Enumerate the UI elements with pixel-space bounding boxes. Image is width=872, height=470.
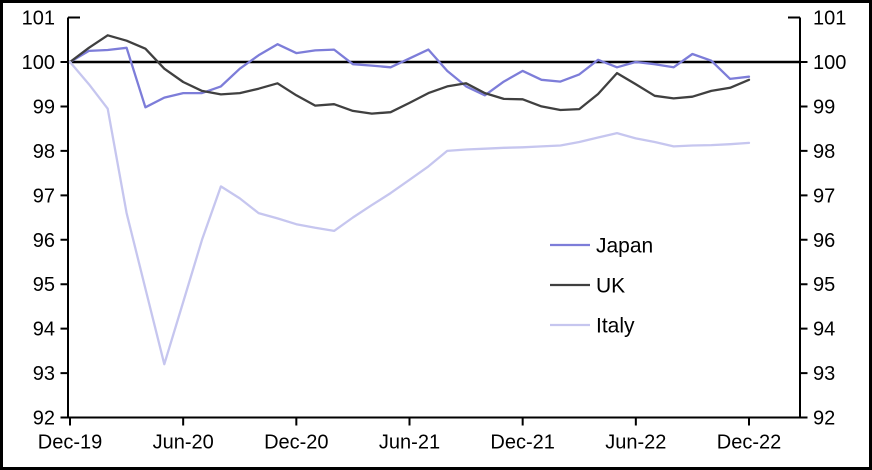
y-axis-label-right: 95 <box>813 274 835 296</box>
y-axis-label-right: 93 <box>813 363 835 385</box>
y-axis-label-right: 97 <box>813 185 835 207</box>
y-axis-label-left: 92 <box>33 408 55 430</box>
x-axis-label: Jun-21 <box>379 432 440 454</box>
y-axis-label-right: 92 <box>813 408 835 430</box>
y-axis-left <box>60 16 80 419</box>
y-axis-right <box>788 16 808 419</box>
y-axis-label-left: 99 <box>33 96 55 118</box>
x-axis-label: Dec-20 <box>264 432 328 454</box>
y-axis-label-left: 96 <box>33 230 55 252</box>
y-axis-label-right: 96 <box>813 230 835 252</box>
y-axis-label-right: 99 <box>813 96 835 118</box>
legend-label-italy: Italy <box>596 315 635 338</box>
series-line-italy <box>68 60 751 366</box>
y-axis-label-left: 94 <box>33 319 55 341</box>
y-axis-label-left: 98 <box>33 141 55 163</box>
x-axis-label: Dec-19 <box>38 432 102 454</box>
x-axis-label: Dec-22 <box>717 432 781 454</box>
series-line-uk <box>68 34 751 115</box>
y-axis-label-right: 98 <box>813 141 835 163</box>
y-axis-label-right: 94 <box>813 319 835 341</box>
y-axis-label-right: 101 <box>813 8 846 30</box>
y-axis-label-left: 95 <box>33 274 55 296</box>
series-line-japan <box>68 43 751 109</box>
y-axis-label-left: 100 <box>22 52 55 74</box>
x-axis <box>68 416 800 426</box>
x-axis-label: Jun-22 <box>605 432 666 454</box>
y-axis-label-right: 100 <box>813 52 846 74</box>
x-axis-label: Dec-21 <box>490 432 554 454</box>
legend-label-uk: UK <box>596 275 625 298</box>
legend-label-japan: Japan <box>596 235 653 258</box>
y-axis-label-left: 93 <box>33 363 55 385</box>
x-axis-label: Jun-20 <box>153 432 214 454</box>
y-axis-label-left: 97 <box>33 185 55 207</box>
y-axis-label-left: 101 <box>22 8 55 30</box>
